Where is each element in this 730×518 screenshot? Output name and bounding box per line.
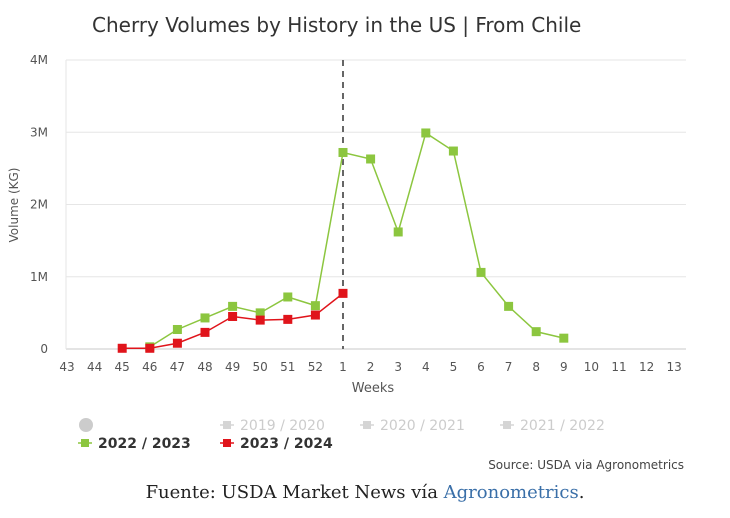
x-tick-label: 3 xyxy=(394,360,402,374)
legend-marker-icon xyxy=(81,439,89,447)
x-tick-label: 47 xyxy=(170,360,185,374)
legend-marker-icon xyxy=(223,421,231,429)
x-tick-label: 43 xyxy=(59,360,74,374)
data-point[interactable] xyxy=(393,227,403,237)
y-tick-label: 0 xyxy=(40,342,48,356)
legend-label: 2019 / 2020 xyxy=(240,418,325,434)
x-tick-label: 8 xyxy=(532,360,540,374)
legend-label: 2023 / 2024 xyxy=(240,436,333,452)
caption-prefix: Fuente: USDA Market News vía xyxy=(145,482,444,503)
data-point[interactable] xyxy=(172,338,182,348)
caption-link[interactable]: Agronometrics xyxy=(443,482,579,503)
legend-item[interactable]: 2021 / 2022 xyxy=(500,418,605,434)
x-tick-label: 2 xyxy=(367,360,375,374)
x-tick-label: 9 xyxy=(560,360,568,374)
caption-suffix: . xyxy=(578,482,585,503)
x-tick-label: 51 xyxy=(280,360,295,374)
x-tick-label: 46 xyxy=(142,360,157,374)
data-point[interactable] xyxy=(255,315,265,325)
x-tick-label: 45 xyxy=(115,360,130,374)
legend: 2019 / 2020 2020 / 2021 2021 / 2022 2022 / … xyxy=(78,418,605,452)
x-axis-label: Weeks xyxy=(352,381,395,396)
figure-caption: Fuente: USDA Market News vía Agronometri… xyxy=(0,482,730,503)
data-point[interactable] xyxy=(338,288,348,298)
data-point[interactable] xyxy=(531,327,541,337)
legend-marker-icon xyxy=(503,421,511,429)
data-point[interactable] xyxy=(200,327,210,337)
legend-item[interactable]: 2020 / 2021 xyxy=(360,418,465,434)
legend-label: 2021 / 2022 xyxy=(520,418,605,434)
x-tick-label: 1 xyxy=(339,360,347,374)
data-point[interactable] xyxy=(310,310,320,320)
chart-title: Cherry Volumes by History in the US | Fr… xyxy=(92,13,581,37)
data-point[interactable] xyxy=(117,343,127,353)
data-point[interactable] xyxy=(228,301,238,311)
x-tick-label: 6 xyxy=(477,360,485,374)
series-layer xyxy=(117,128,569,353)
y-tick-label: 3M xyxy=(30,125,48,139)
data-point[interactable] xyxy=(200,313,210,323)
legend-item[interactable]: 2022 / 2023 xyxy=(78,436,191,452)
x-tick-label: 4 xyxy=(422,360,430,374)
source-note: Source: USDA via Agronometrics xyxy=(488,458,684,472)
data-point[interactable] xyxy=(283,314,293,324)
series-line xyxy=(149,131,564,348)
data-point[interactable] xyxy=(559,333,569,343)
x-tick-label: 7 xyxy=(505,360,513,374)
data-point[interactable] xyxy=(421,128,431,138)
data-point[interactable] xyxy=(448,146,458,156)
y-tick-label: 1M xyxy=(30,270,48,284)
legend-label: 2020 / 2021 xyxy=(380,418,465,434)
legend-marker-icon xyxy=(363,421,371,429)
x-tick-label: 5 xyxy=(450,360,458,374)
data-point[interactable] xyxy=(310,301,320,311)
data-point[interactable] xyxy=(476,267,486,277)
legend-label: 2022 / 2023 xyxy=(98,436,191,452)
data-point[interactable] xyxy=(228,311,238,321)
y-axis-label: Volume (KG) xyxy=(7,168,21,243)
x-tick-label: 49 xyxy=(225,360,240,374)
chart: Cherry Volumes by History in the US | Fr… xyxy=(7,13,686,472)
x-tick-label: 10 xyxy=(584,360,599,374)
x-tick-label: 12 xyxy=(639,360,654,374)
data-point[interactable] xyxy=(366,154,376,164)
legend-item[interactable]: 2023 / 2024 xyxy=(220,436,333,452)
x-tick-label: 11 xyxy=(611,360,626,374)
data-point[interactable] xyxy=(283,292,293,302)
x-axis-ticks: 43 44 45 46 47 48 49 50 51 52 1 2 3 4 5 6 7 8 9 10 11 12 13 xyxy=(59,360,681,374)
data-point[interactable] xyxy=(145,343,155,353)
legend-dot-icon[interactable] xyxy=(79,418,93,432)
x-tick-label: 44 xyxy=(87,360,102,374)
x-tick-label: 50 xyxy=(253,360,268,374)
x-tick-label: 13 xyxy=(667,360,682,374)
data-point[interactable] xyxy=(504,301,514,311)
x-tick-label: 52 xyxy=(308,360,323,374)
series-2023-2024 xyxy=(117,288,348,353)
data-point[interactable] xyxy=(338,147,348,157)
data-point[interactable] xyxy=(172,324,182,334)
y-tick-label: 4M xyxy=(30,53,48,67)
x-tick-label: 48 xyxy=(197,360,212,374)
legend-item[interactable]: 2019 / 2020 xyxy=(220,418,325,434)
y-tick-label: 2M xyxy=(30,198,48,212)
grid xyxy=(65,59,686,350)
data-point[interactable] xyxy=(255,308,265,318)
series-2022-2023 xyxy=(145,128,569,352)
y-axis-ticks: 0 1M 2M 3M 4M xyxy=(30,53,48,356)
legend-marker-icon xyxy=(223,439,231,447)
